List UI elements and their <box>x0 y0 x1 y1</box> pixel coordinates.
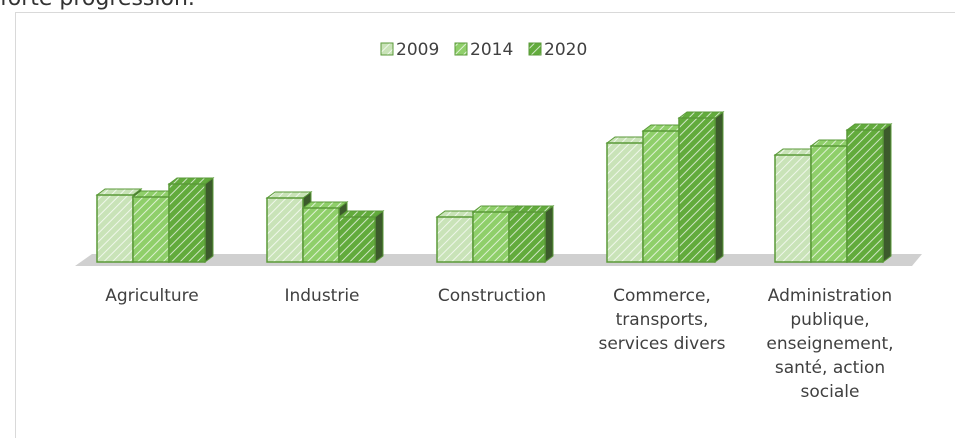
x-tick-label: Commerce, transports, services divers <box>598 286 726 354</box>
legend-swatch <box>380 42 394 56</box>
bar-side <box>882 123 892 263</box>
bar <box>642 130 680 263</box>
bar-top <box>677 111 725 119</box>
bar <box>472 211 510 263</box>
bar <box>678 117 716 263</box>
bar <box>132 196 170 263</box>
x-tick-label: Administration publique, enseignement, s… <box>766 286 894 402</box>
bar <box>302 207 340 263</box>
bar <box>338 216 376 263</box>
header-text: forte progression. <box>0 0 195 11</box>
bar-side <box>714 111 724 263</box>
bar-top <box>167 177 215 185</box>
bar-side <box>204 177 214 263</box>
bar <box>846 129 884 263</box>
legend-label: 2020 <box>544 40 587 60</box>
bar-top <box>845 123 893 131</box>
bar-top <box>95 188 143 196</box>
bar-top <box>265 191 313 199</box>
legend-swatch <box>454 42 468 56</box>
bar <box>266 197 304 263</box>
bar <box>96 194 134 263</box>
legend-label: 2014 <box>470 40 513 60</box>
bar <box>606 142 644 263</box>
x-tick-label: Construction <box>437 286 547 306</box>
bar-side <box>374 210 384 263</box>
bar <box>810 145 848 263</box>
bar <box>436 216 474 263</box>
x-tick-label: Industrie <box>284 286 360 306</box>
bar-side <box>544 205 554 263</box>
legend-swatch <box>528 42 542 56</box>
legend-label: 2009 <box>396 40 439 60</box>
bar-top <box>507 205 555 213</box>
bar-top <box>337 210 385 218</box>
x-tick-label: Agriculture <box>105 286 199 306</box>
bar <box>774 154 812 263</box>
bar <box>508 211 546 263</box>
bar-top <box>301 201 349 209</box>
bar <box>168 183 206 263</box>
